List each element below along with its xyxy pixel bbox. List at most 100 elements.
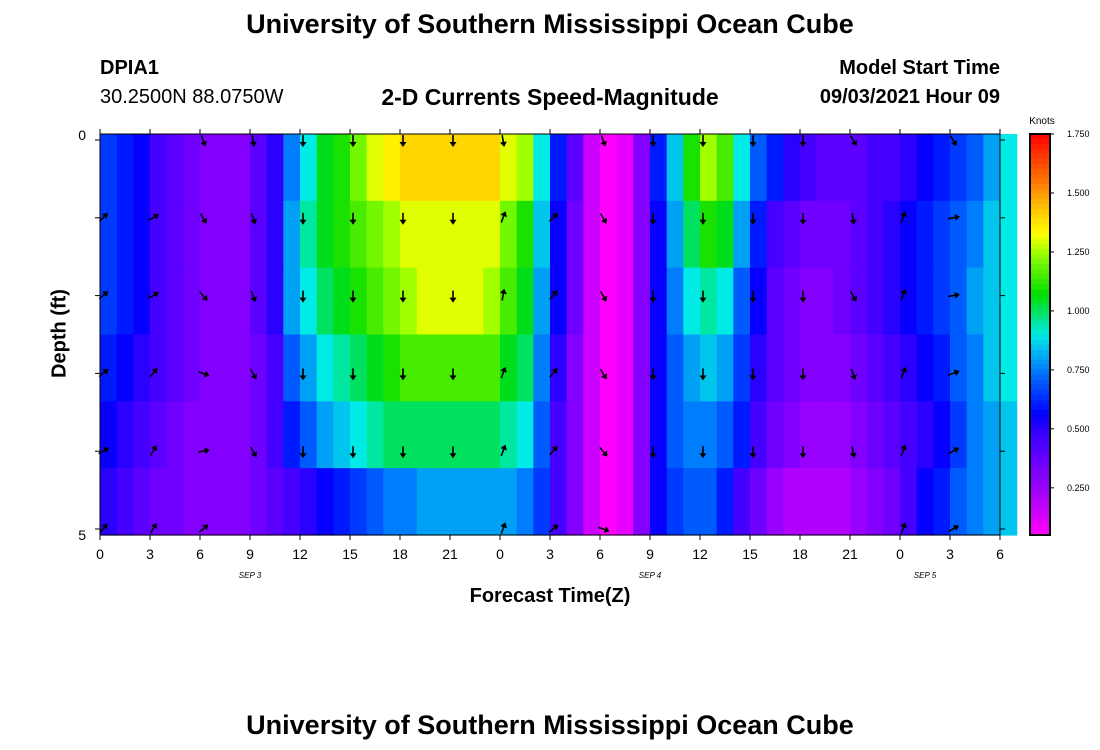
heatmap-cell bbox=[400, 200, 418, 269]
heatmap-cell bbox=[566, 134, 584, 202]
heatmap-cell bbox=[866, 401, 884, 469]
heatmap-cell bbox=[683, 134, 701, 202]
heatmap-cell bbox=[950, 200, 968, 269]
heatmap-cell bbox=[300, 134, 318, 202]
heatmap-cell bbox=[816, 401, 834, 469]
heatmap-cell bbox=[116, 401, 134, 469]
date-label: SEP 5 bbox=[914, 571, 937, 580]
heatmap-cell bbox=[216, 468, 234, 536]
heatmap-cell bbox=[383, 401, 401, 469]
heatmap-cell bbox=[900, 401, 918, 469]
heatmap-cell bbox=[766, 401, 784, 469]
heatmap-cell bbox=[366, 468, 384, 536]
heatmap-cell bbox=[500, 134, 518, 202]
heatmap-cell bbox=[966, 134, 984, 202]
x-tick-label: 6 bbox=[196, 546, 204, 562]
colorbar-segment bbox=[1030, 269, 1050, 275]
heatmap-cell bbox=[933, 134, 951, 202]
current-arrow bbox=[199, 291, 208, 301]
heatmap-cell bbox=[783, 267, 801, 336]
heatmap-cell bbox=[550, 134, 568, 202]
current-arrow bbox=[900, 289, 907, 301]
heatmap-cell bbox=[933, 468, 951, 536]
heatmap-cell bbox=[366, 134, 384, 202]
heatmap-cell bbox=[616, 334, 634, 402]
heatmap-cell bbox=[283, 334, 301, 402]
colorbar-segment bbox=[1030, 254, 1050, 260]
heatmap-cell bbox=[150, 267, 168, 336]
heatmap-cell bbox=[400, 267, 418, 336]
colorbar-segment bbox=[1030, 204, 1050, 210]
heatmap-cell bbox=[300, 334, 318, 402]
colorbar-segment bbox=[1030, 434, 1050, 441]
current-arrow bbox=[499, 288, 507, 301]
x-tick-label: 12 bbox=[292, 546, 308, 562]
heatmap-cell bbox=[666, 200, 684, 269]
heatmap-cell bbox=[750, 200, 768, 269]
heatmap-cell bbox=[316, 267, 334, 336]
heatmap-cell bbox=[533, 334, 551, 402]
x-tick-label: 0 bbox=[496, 546, 504, 562]
colorbar-segment bbox=[1030, 364, 1050, 371]
heatmap-cell bbox=[916, 468, 934, 536]
current-arrow bbox=[198, 370, 210, 378]
heatmap-cell bbox=[116, 468, 134, 536]
heatmap-cell bbox=[633, 267, 651, 336]
heatmap-cell bbox=[233, 334, 251, 402]
heatmap-cell bbox=[983, 401, 1001, 469]
heatmap-cell bbox=[333, 134, 351, 202]
heatmap-cell bbox=[766, 267, 784, 336]
heatmap-cell bbox=[733, 200, 751, 269]
heatmap-cell bbox=[316, 134, 334, 202]
colorbar-segment bbox=[1030, 499, 1050, 506]
heatmap-cell bbox=[700, 334, 718, 402]
current-arrow bbox=[99, 523, 108, 534]
x-tick-label: 9 bbox=[246, 546, 254, 562]
heatmap-cell bbox=[550, 200, 568, 269]
colorbar-segment bbox=[1030, 359, 1050, 366]
heatmap-cell bbox=[950, 334, 968, 402]
heatmap-cell bbox=[783, 334, 801, 402]
heatmap-cell bbox=[700, 200, 718, 269]
heatmap-cell bbox=[433, 334, 451, 402]
heatmap-cell bbox=[183, 200, 201, 269]
heatmap-cell bbox=[750, 334, 768, 402]
heatmap-cell bbox=[966, 401, 984, 469]
heatmap-cell bbox=[450, 334, 468, 402]
colorbar-segment bbox=[1030, 134, 1050, 140]
heatmap-cell bbox=[466, 267, 484, 336]
current-arrow bbox=[349, 135, 357, 147]
colorbar-segment bbox=[1030, 304, 1050, 311]
current-arrow bbox=[900, 366, 907, 379]
colorbar-segment bbox=[1030, 354, 1050, 361]
current-arrow bbox=[699, 135, 707, 147]
current-arrow bbox=[500, 522, 507, 534]
heatmap-cell bbox=[850, 334, 868, 402]
station-id: DPIA1 bbox=[100, 57, 159, 79]
colorbar-segment bbox=[1030, 174, 1050, 180]
current-arrow bbox=[849, 446, 857, 459]
colorbar-segment bbox=[1030, 144, 1050, 150]
current-arrow bbox=[599, 368, 608, 380]
heatmap-cell bbox=[500, 401, 518, 469]
heatmap-cell bbox=[833, 134, 851, 202]
colorbar-segment bbox=[1030, 244, 1050, 250]
heatmap-cell bbox=[883, 267, 901, 336]
heatmap-cell bbox=[933, 200, 951, 269]
heatmap-cell bbox=[100, 468, 118, 536]
current-arrow bbox=[749, 368, 757, 381]
heatmap-cell bbox=[416, 334, 434, 402]
x-tick-label: 9 bbox=[646, 546, 654, 562]
current-arrow bbox=[799, 368, 807, 381]
colorbar-segment bbox=[1030, 199, 1050, 205]
heatmap-cell bbox=[733, 401, 751, 469]
heatmap-cell bbox=[216, 134, 234, 202]
colorbar-segment bbox=[1030, 229, 1050, 235]
heatmap-cell bbox=[883, 200, 901, 269]
current-arrow bbox=[399, 212, 407, 225]
heatmap-cell bbox=[233, 200, 251, 269]
heatmap-cell bbox=[566, 334, 584, 402]
heatmap-cell bbox=[250, 468, 268, 536]
heatmap-cell bbox=[916, 134, 934, 202]
heatmap-cell bbox=[183, 334, 201, 402]
